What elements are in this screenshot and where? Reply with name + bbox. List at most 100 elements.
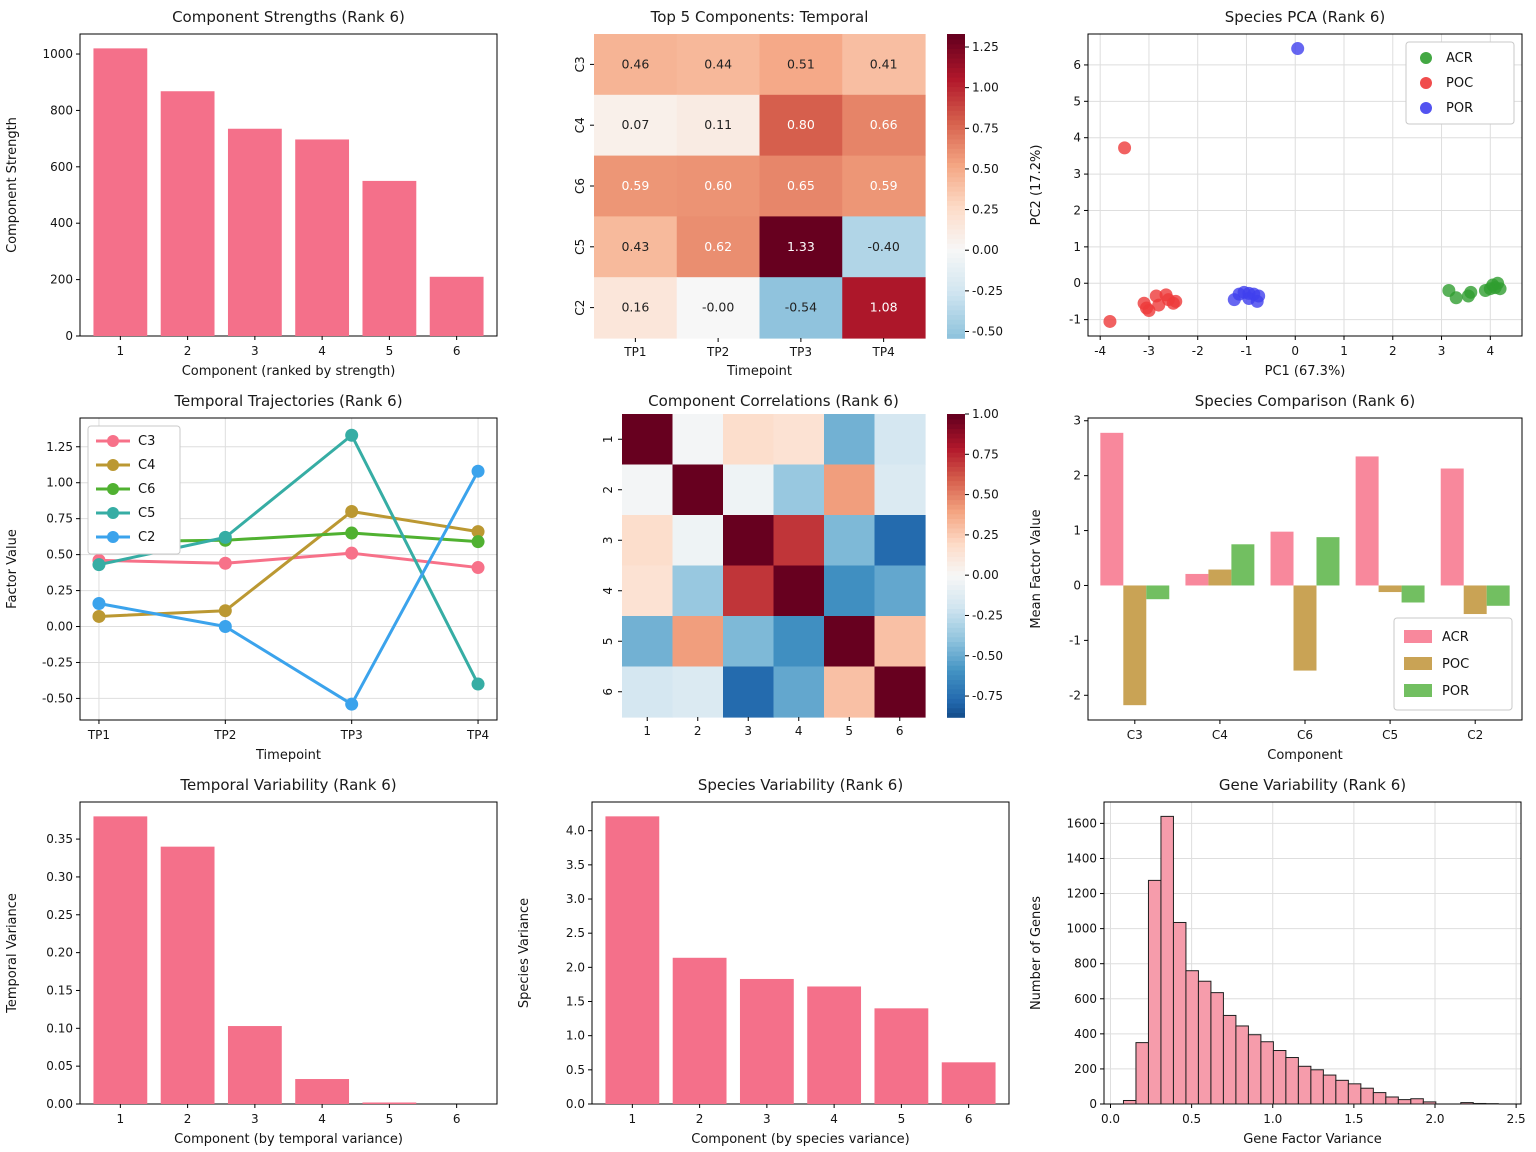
svg-text:C2: C2 [138, 530, 155, 545]
svg-text:Component Correlations (Rank 6: Component Correlations (Rank 6) [648, 392, 899, 410]
svg-text:Component (by species variance: Component (by species variance) [691, 1132, 909, 1147]
svg-text:6: 6 [1073, 58, 1081, 72]
svg-text:-4: -4 [1094, 344, 1106, 358]
svg-text:-3: -3 [1143, 344, 1155, 358]
svg-text:3.5: 3.5 [566, 858, 585, 872]
svg-text:POC: POC [1446, 76, 1473, 91]
svg-text:1.08: 1.08 [870, 300, 898, 315]
svg-text:TP3: TP3 [340, 728, 363, 742]
svg-text:-1: -1 [1240, 344, 1252, 358]
svg-text:0.10: 0.10 [46, 1021, 73, 1035]
svg-text:C6: C6 [138, 482, 155, 497]
svg-text:0.05: 0.05 [46, 1059, 73, 1073]
svg-text:3: 3 [763, 1112, 771, 1126]
svg-text:Number of Genes: Number of Genes [1029, 896, 1044, 1010]
svg-text:2.5: 2.5 [566, 926, 585, 940]
svg-text:3: 3 [1073, 167, 1081, 181]
component-strengths-chart: Component Strengths (Rank 6) 0 200 400 600 80… [5, 8, 498, 379]
svg-text:1.0: 1.0 [1263, 1112, 1282, 1126]
svg-text:0.00: 0.00 [972, 243, 999, 257]
svg-text:2: 2 [1389, 344, 1397, 358]
svg-text:-0.40: -0.40 [867, 239, 899, 254]
panel-temporal-variability: Temporal Variability (Rank 6) 0.00 0.05 0.1… [0, 768, 512, 1152]
svg-text:0.30: 0.30 [46, 870, 73, 884]
svg-text:0.50: 0.50 [46, 548, 73, 562]
svg-text:4: 4 [795, 724, 803, 738]
panel-component-strengths: Component Strengths (Rank 6) 0 200 400 600 80… [0, 0, 512, 384]
svg-text:1600: 1600 [1066, 816, 1097, 830]
svg-text:-1: -1 [1069, 633, 1081, 647]
svg-text:-0.25: -0.25 [972, 608, 1003, 622]
svg-text:TP2: TP2 [706, 345, 729, 359]
svg-text:200: 200 [1074, 1062, 1097, 1076]
svg-text:1400: 1400 [1066, 851, 1097, 865]
svg-text:TP1: TP1 [87, 728, 110, 742]
svg-text:0.00: 0.00 [972, 568, 999, 582]
svg-text:Gene Factor Variance: Gene Factor Variance [1243, 1132, 1382, 1147]
svg-text:C4: C4 [1212, 728, 1228, 742]
svg-text:Component (by temporal varianc: Component (by temporal variance) [174, 1132, 403, 1147]
gene-variability-histogram: Gene Variability (Rank 6) 0 200 400 600 800 10… [1029, 776, 1526, 1147]
svg-text:5: 5 [386, 344, 394, 358]
svg-text:2: 2 [184, 1112, 192, 1126]
svg-text:1.00: 1.00 [46, 476, 73, 490]
svg-text:POR: POR [1442, 684, 1469, 699]
svg-text:0.16: 0.16 [621, 300, 649, 315]
species-pca-chart: Species PCA (Rank 6) -1 0 1 2 3 4 5 6 -4 -3 -2 -1 0 1 2… [1029, 8, 1523, 379]
svg-text:4: 4 [601, 587, 615, 595]
svg-text:3: 3 [251, 344, 259, 358]
svg-text:6: 6 [965, 1112, 973, 1126]
svg-text:Component Strength: Component Strength [5, 117, 20, 253]
svg-text:3: 3 [1073, 414, 1081, 428]
svg-text:3: 3 [1438, 344, 1446, 358]
species-comparison-chart: Species Comparison (Rank 6) -2 -1 0 1 2 3 C3 C4 C… [1029, 392, 1523, 763]
svg-text:0: 0 [1291, 344, 1299, 358]
svg-text:C5: C5 [138, 506, 155, 521]
svg-text:C2: C2 [573, 300, 587, 316]
svg-text:200: 200 [50, 273, 73, 287]
svg-text:-0.25: -0.25 [42, 655, 73, 669]
svg-text:5: 5 [1073, 94, 1081, 108]
svg-text:0: 0 [65, 329, 73, 343]
svg-text:TP3: TP3 [789, 345, 812, 359]
svg-text:-0.75: -0.75 [972, 689, 1003, 703]
svg-text:0.41: 0.41 [870, 56, 898, 71]
svg-text:0.25: 0.25 [46, 584, 73, 598]
svg-text:4: 4 [318, 344, 326, 358]
svg-text:1: 1 [1073, 524, 1081, 538]
svg-text:Species Comparison (Rank 6): Species Comparison (Rank 6) [1195, 392, 1416, 410]
svg-text:0.75: 0.75 [972, 447, 999, 461]
svg-text:6: 6 [896, 724, 904, 738]
svg-text:0.5: 0.5 [1182, 1112, 1201, 1126]
svg-text:1000: 1000 [1066, 922, 1097, 936]
svg-text:0: 0 [1089, 1097, 1097, 1111]
svg-text:-0.50: -0.50 [42, 691, 73, 705]
svg-text:600: 600 [1074, 992, 1097, 1006]
svg-text:0.5: 0.5 [566, 1063, 585, 1077]
svg-text:3: 3 [251, 1112, 259, 1126]
svg-text:3.0: 3.0 [566, 892, 585, 906]
svg-text:4.0: 4.0 [566, 824, 585, 838]
svg-text:0.59: 0.59 [870, 178, 898, 193]
svg-text:4: 4 [318, 1112, 326, 1126]
panel-species-comparison: Species Comparison (Rank 6) -2 -1 0 1 2 3 C3 C4 C… [1024, 384, 1536, 768]
svg-text:0.50: 0.50 [972, 162, 999, 176]
svg-text:Component: Component [1267, 748, 1342, 763]
svg-text:0.50: 0.50 [972, 488, 999, 502]
svg-text:C2: C2 [1467, 728, 1483, 742]
svg-text:5: 5 [601, 637, 615, 645]
top5-temporal-heatmap: Top 5 Components: Temporal 0.46 0.44 0.51 0.… [573, 8, 1003, 379]
svg-text:0.35: 0.35 [46, 832, 73, 846]
species-variability-chart: Species Variability (Rank 6) 0.0 0.5 1.0 1.5… [517, 776, 1010, 1147]
svg-text:-0.25: -0.25 [972, 284, 1003, 298]
svg-text:1: 1 [117, 344, 125, 358]
svg-text:5: 5 [898, 1112, 906, 1126]
svg-text:0.65: 0.65 [787, 178, 815, 193]
svg-text:1: 1 [643, 724, 651, 738]
svg-text:C3: C3 [138, 434, 155, 449]
svg-text:Mean Factor Value: Mean Factor Value [1029, 509, 1044, 628]
svg-text:2.0: 2.0 [1425, 1112, 1444, 1126]
svg-text:1.33: 1.33 [787, 239, 815, 254]
svg-text:0.44: 0.44 [704, 56, 732, 71]
svg-text:600: 600 [50, 160, 73, 174]
